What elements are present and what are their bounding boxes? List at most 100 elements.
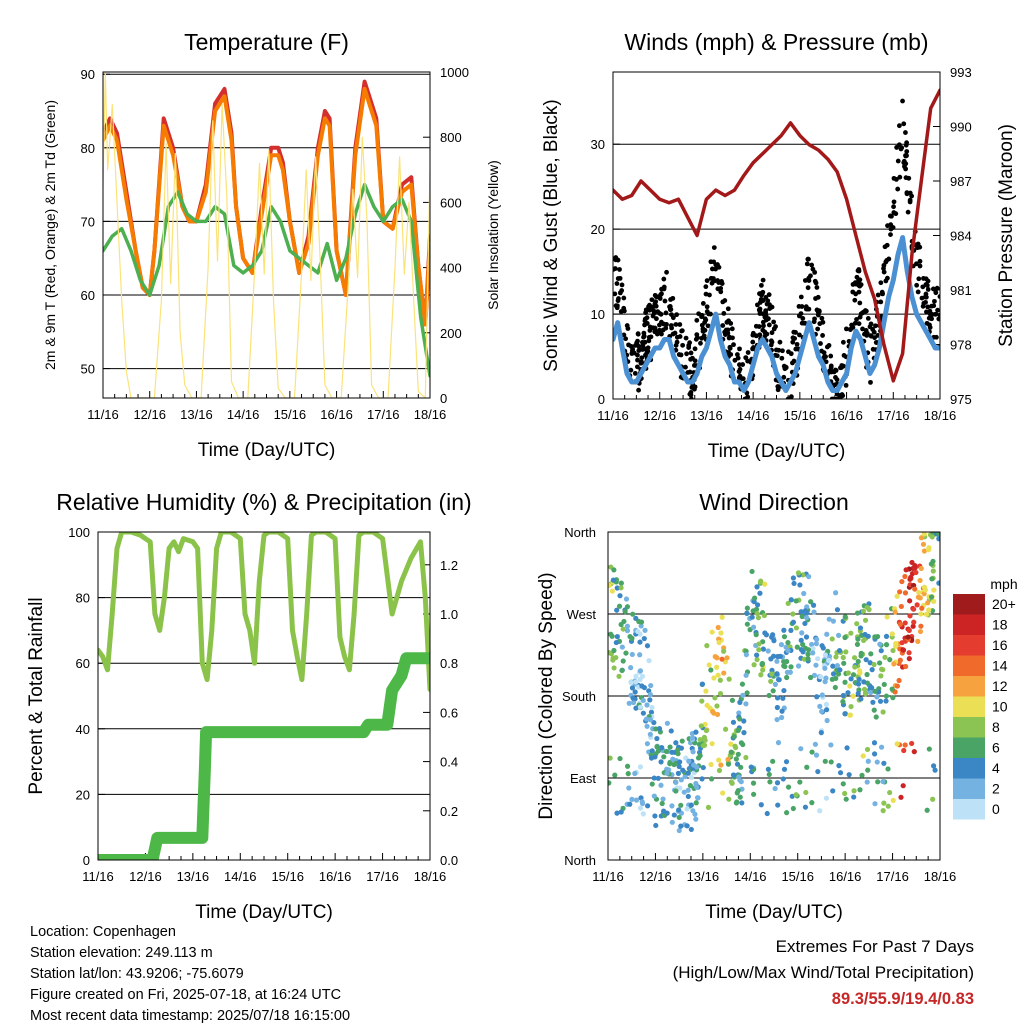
direction-point bbox=[735, 751, 741, 757]
gust-point bbox=[680, 342, 686, 348]
gust-point bbox=[914, 282, 920, 288]
direction-point bbox=[760, 667, 766, 673]
station-location: Location: Copenhagen bbox=[30, 924, 176, 940]
direction-point bbox=[878, 744, 885, 750]
gust-point bbox=[872, 335, 877, 341]
direction-point bbox=[916, 589, 922, 596]
gust-point bbox=[753, 333, 759, 339]
direction-point bbox=[894, 593, 900, 599]
gust-point bbox=[820, 319, 826, 325]
direction-point bbox=[612, 772, 618, 778]
gust-point bbox=[684, 351, 690, 357]
gust-point bbox=[737, 346, 742, 352]
direction-point bbox=[780, 776, 786, 782]
gust-point bbox=[885, 275, 890, 281]
direction-point bbox=[718, 762, 724, 768]
direction-point bbox=[737, 699, 743, 705]
chart-title: Wind Direction bbox=[699, 489, 849, 515]
direction-point bbox=[641, 635, 647, 642]
direction-point bbox=[865, 633, 871, 639]
direction-point bbox=[860, 608, 867, 614]
gust-point bbox=[798, 311, 804, 317]
direction-point bbox=[664, 720, 670, 726]
direction-point bbox=[898, 794, 904, 800]
gust-point bbox=[909, 193, 915, 199]
gust-point bbox=[865, 315, 871, 321]
gust-point bbox=[702, 327, 708, 333]
direction-point bbox=[651, 775, 657, 781]
legend-swatch bbox=[953, 778, 985, 799]
gust-point bbox=[919, 295, 925, 301]
direction-point bbox=[929, 534, 935, 540]
chart-title: Temperature (F) bbox=[184, 29, 349, 55]
direction-point bbox=[813, 662, 819, 668]
gust-point bbox=[640, 339, 645, 345]
gust-point bbox=[897, 174, 903, 180]
legend-label: 12 bbox=[992, 678, 1008, 694]
direction-point bbox=[695, 795, 701, 801]
station-elevation: Station elevation: 249.113 m bbox=[30, 945, 213, 961]
gust-point bbox=[806, 278, 812, 283]
direction-point bbox=[813, 641, 820, 647]
y-axis-label: 2m & 9m T (Red, Orange) & 2m Td (Green) bbox=[42, 100, 58, 370]
direction-point bbox=[748, 764, 754, 770]
direction-point bbox=[624, 628, 631, 634]
gust-point bbox=[870, 326, 876, 332]
speed-legend: mph 20+ 18 16 14 12 10 8 6 4 2 0 bbox=[953, 576, 1018, 820]
direction-point bbox=[908, 574, 914, 580]
panel-temperature: Temperature (F) Time (Day/UTC) 2m & 9m T (… bbox=[42, 29, 501, 461]
direction-point bbox=[772, 785, 778, 792]
direction-point bbox=[877, 660, 883, 666]
direction-point bbox=[809, 800, 815, 806]
gust-point bbox=[763, 313, 769, 319]
direction-point bbox=[847, 683, 853, 689]
direction-point bbox=[806, 573, 812, 580]
gust-point bbox=[808, 273, 813, 279]
direction-point bbox=[610, 577, 616, 583]
gust-point bbox=[692, 386, 697, 392]
direction-point bbox=[811, 672, 818, 678]
direction-point bbox=[917, 628, 924, 635]
direction-point bbox=[694, 784, 700, 790]
direction-point bbox=[842, 634, 848, 641]
direction-point bbox=[815, 768, 821, 775]
direction-point bbox=[892, 609, 898, 615]
gust-point bbox=[935, 307, 940, 313]
direction-point bbox=[684, 823, 690, 829]
gust-point bbox=[647, 302, 652, 308]
gust-point bbox=[643, 352, 648, 358]
direction-point bbox=[689, 735, 696, 741]
gust-point bbox=[645, 345, 651, 351]
direction-point bbox=[785, 600, 791, 607]
y2-tick-label: 975 bbox=[950, 392, 972, 407]
direction-point bbox=[637, 704, 644, 710]
direction-point bbox=[726, 676, 732, 682]
direction-point bbox=[871, 740, 878, 746]
x-tick-label: 13/16 bbox=[687, 869, 720, 884]
gust-point bbox=[704, 278, 710, 284]
gust-point bbox=[615, 298, 621, 304]
direction-point bbox=[840, 692, 847, 699]
direction-point bbox=[647, 731, 653, 737]
direction-point bbox=[818, 674, 824, 680]
direction-point bbox=[840, 781, 846, 787]
direction-point bbox=[912, 562, 918, 569]
gust-point bbox=[923, 294, 929, 300]
direction-point bbox=[817, 703, 823, 710]
direction-point bbox=[737, 716, 743, 722]
direction-point bbox=[798, 609, 804, 615]
gust-point bbox=[720, 323, 726, 328]
direction-point bbox=[750, 608, 756, 614]
direction-point bbox=[720, 790, 726, 796]
direction-point bbox=[826, 616, 832, 622]
data-timestamp: Most recent data timestamp: 2025/07/18 1… bbox=[30, 1008, 351, 1024]
extremes-subtitle: (High/Low/Max Wind/Total Precipitation) bbox=[672, 963, 974, 982]
direction-point bbox=[783, 759, 790, 765]
gust-point bbox=[672, 330, 678, 336]
gust-point bbox=[708, 311, 713, 317]
direction-point bbox=[744, 621, 750, 627]
direction-point bbox=[837, 770, 844, 776]
gust-point bbox=[924, 320, 930, 326]
direction-point bbox=[880, 778, 886, 785]
